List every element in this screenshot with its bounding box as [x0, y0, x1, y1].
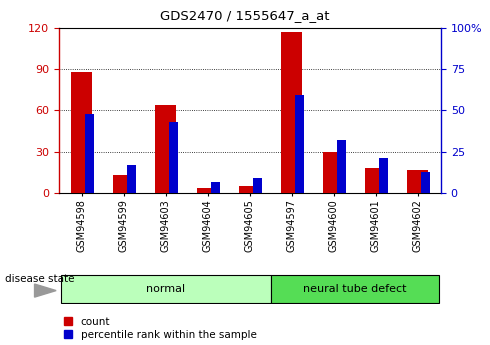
Polygon shape [34, 284, 56, 297]
Bar [113, 175, 134, 193]
Bar [337, 140, 345, 193]
Bar [281, 32, 302, 193]
Text: GDS2470 / 1555647_a_at: GDS2470 / 1555647_a_at [160, 9, 330, 22]
Bar [366, 168, 387, 193]
Text: disease state: disease state [5, 274, 74, 284]
Bar [85, 114, 94, 193]
Bar [323, 152, 344, 193]
Text: neural tube defect: neural tube defect [303, 284, 407, 294]
FancyBboxPatch shape [271, 275, 439, 303]
Text: normal: normal [147, 284, 185, 294]
Bar [169, 122, 178, 193]
Bar [379, 158, 388, 193]
Legend: count, percentile rank within the sample: count, percentile rank within the sample [64, 317, 257, 340]
Bar [211, 181, 220, 193]
Bar [240, 186, 260, 193]
Bar [421, 172, 430, 193]
Bar [253, 178, 262, 193]
Bar [295, 96, 304, 193]
Bar [407, 170, 428, 193]
Bar [155, 105, 176, 193]
Bar [197, 188, 219, 193]
FancyBboxPatch shape [61, 275, 271, 303]
Bar [72, 72, 93, 193]
Bar [127, 165, 136, 193]
